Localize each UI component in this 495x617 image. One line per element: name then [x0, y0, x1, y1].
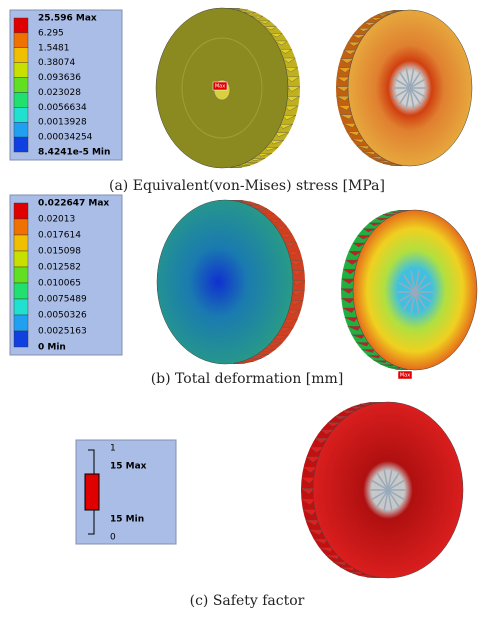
legend-band	[14, 267, 28, 283]
figure: 25.596 Max 6.295 1.5481 0.38074 0.093636 0.02…	[0, 0, 495, 617]
fan-image	[157, 200, 305, 364]
legend-label: 0.022647 Max	[38, 199, 109, 209]
legend-label: 0.010065	[38, 279, 81, 289]
legend-label: 6.295	[38, 28, 64, 38]
legend-label: 1.5481	[38, 43, 70, 53]
legend-band	[14, 92, 28, 107]
legend-band	[14, 122, 28, 137]
legend-label: 0	[110, 533, 116, 543]
legend-label: 15 Max	[110, 462, 147, 472]
legend-band	[14, 107, 28, 122]
legend-band	[14, 235, 28, 251]
legend-label: 8.4241e-5 Min	[38, 148, 110, 158]
legend-band	[14, 315, 28, 331]
max-tag: Max	[400, 373, 410, 379]
legend-label: 0.012582	[38, 263, 81, 273]
legend-label: 0.017614	[38, 231, 81, 241]
legend-band	[85, 474, 99, 510]
fan-image	[341, 210, 477, 370]
legend-band	[14, 137, 28, 152]
legend-label: 0.00034254	[38, 133, 93, 143]
page: 25.596 Max 6.295 1.5481 0.38074 0.093636 0.02…	[0, 0, 495, 617]
legend-label: 0.093636	[38, 73, 81, 83]
legend-band	[14, 331, 28, 347]
fan-face	[157, 200, 293, 364]
caption: (b) Total deformation [mm]	[151, 371, 344, 387]
legend-band	[14, 299, 28, 315]
legend-label: 0.0075489	[38, 295, 87, 305]
legend-band	[14, 48, 28, 63]
legend-label: 0.023028	[38, 88, 81, 98]
caption: (a) Equivalent(von-Mises) stress [MPa]	[109, 178, 385, 194]
legend-label: 0.02013	[38, 215, 75, 225]
legend-label: 0.0025163	[38, 327, 87, 337]
legend-label: 0.0013928	[38, 118, 87, 128]
legend-band	[14, 219, 28, 235]
legend-band	[14, 251, 28, 267]
legend-label: 0.38074	[38, 58, 75, 68]
legend-label: 15 Min	[110, 515, 144, 525]
legend-band	[14, 63, 28, 78]
legend-label: 0.0050326	[38, 311, 87, 321]
legend-label: 0.015098	[38, 247, 81, 257]
legend-band	[14, 18, 28, 33]
legend-band	[14, 203, 28, 219]
legend-band	[14, 33, 28, 48]
legend-label: 25.596 Max	[38, 14, 97, 24]
legend-label: 0 Min	[38, 343, 66, 353]
max-tag: Max	[215, 84, 225, 90]
legend-band	[14, 78, 28, 93]
legend-label: 0.0056634	[38, 103, 87, 113]
legend-label: 1	[110, 444, 116, 454]
caption: (c) Safety factor	[190, 593, 305, 609]
legend-band	[14, 283, 28, 299]
